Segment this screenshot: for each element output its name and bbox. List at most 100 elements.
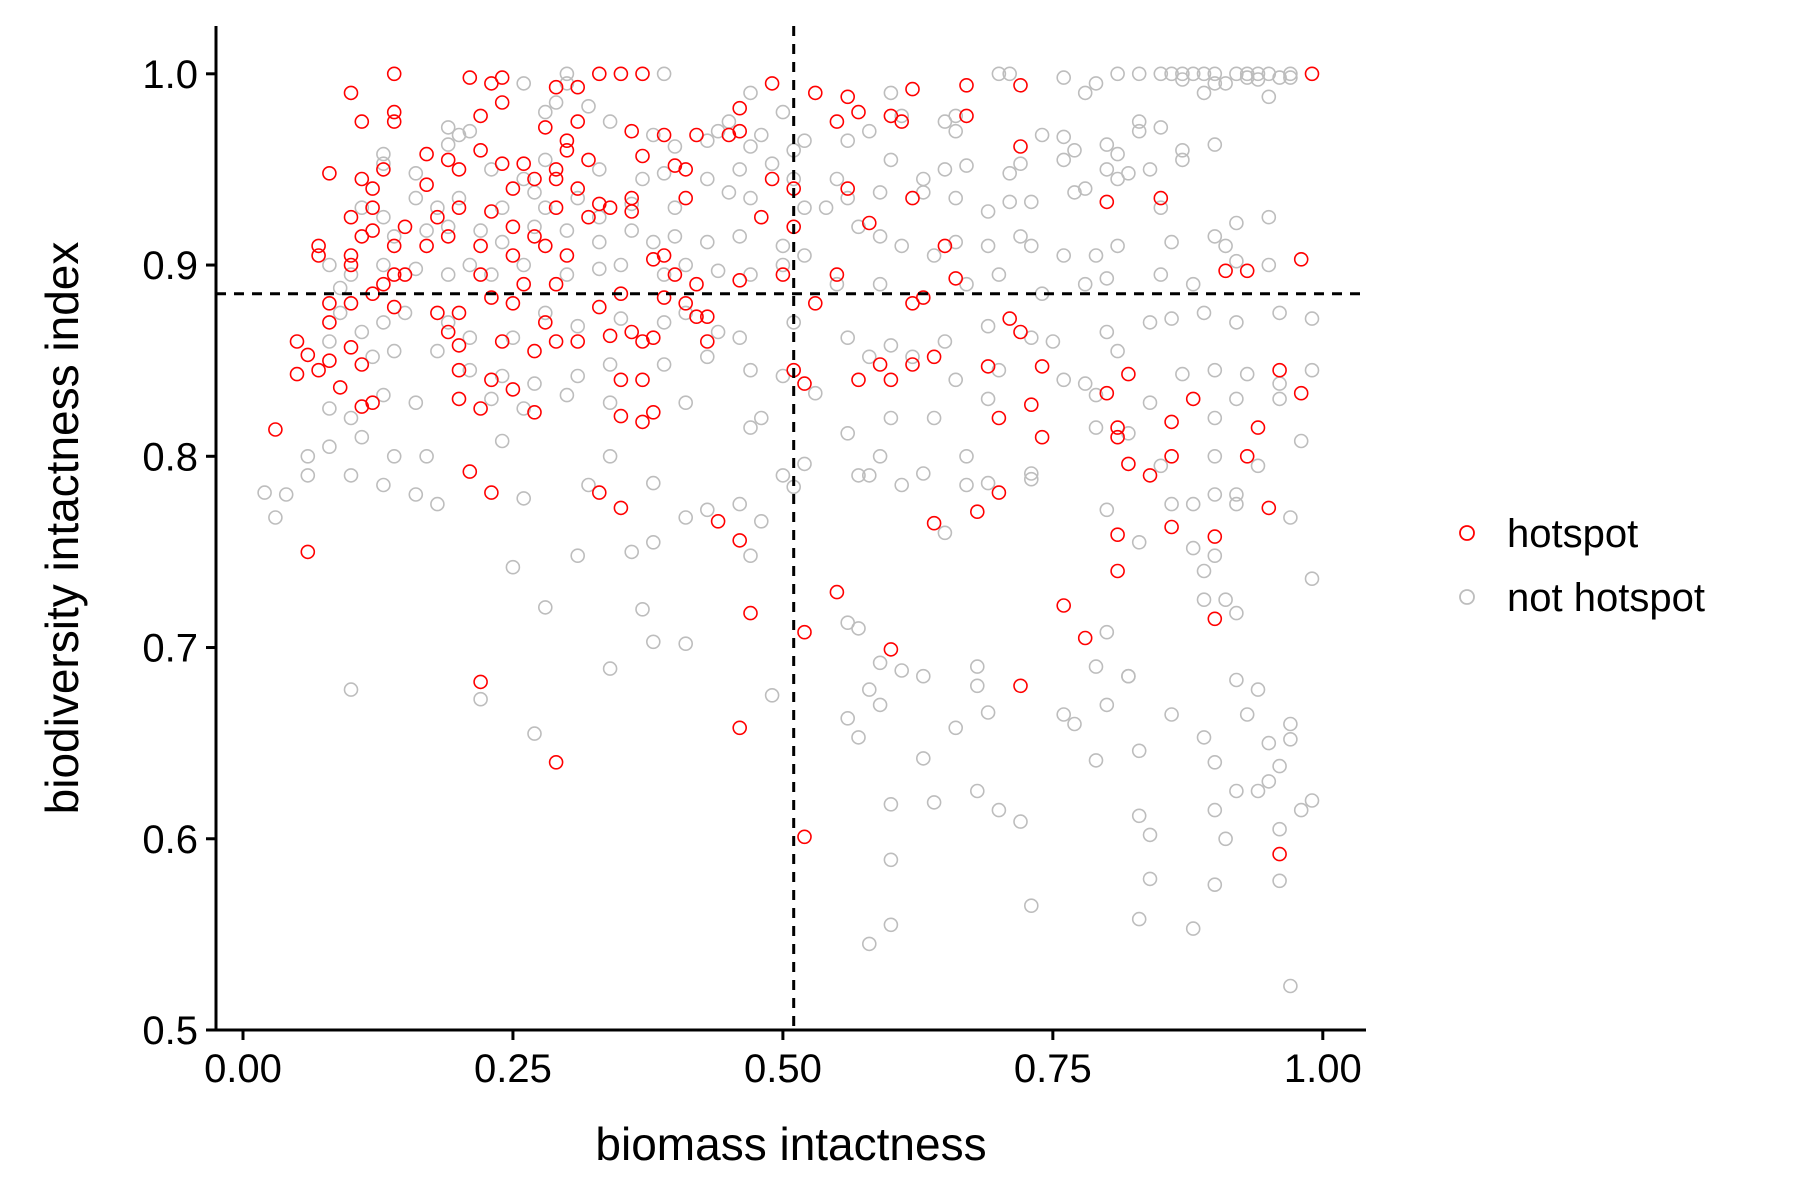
not-hotspot-point: [1002, 66, 1018, 82]
hotspot-point: [591, 196, 607, 212]
y-tick-label: 0.6: [142, 818, 198, 862]
hotspot-point: [797, 376, 812, 391]
not-hotspot-point: [829, 171, 845, 187]
hotspot-point: [1110, 429, 1125, 445]
hotspot-point: [926, 515, 942, 531]
not-hotspot-point: [1121, 166, 1136, 181]
not-hotspot-point: [602, 395, 618, 411]
hotspot-point: [365, 223, 380, 238]
not-hotspot-point: [1185, 540, 1201, 556]
not-hotspot-point: [1229, 215, 1244, 231]
not-hotspot-point: [602, 357, 618, 372]
not-hotspot-point: [1175, 66, 1190, 82]
hotspot-point: [613, 372, 629, 388]
hotspot-point: [1099, 194, 1115, 210]
hotspot-point: [505, 219, 521, 235]
hotspot-point: [430, 305, 445, 321]
hotspot-point: [343, 85, 359, 101]
hotspot-point: [1272, 362, 1287, 378]
hotspot-point: [656, 290, 672, 305]
not-hotspot-point: [872, 229, 888, 244]
legend-label-hotspot: hotspot: [1507, 512, 1638, 556]
x-tick-label: 0.00: [204, 1047, 282, 1091]
hotspot-point: [905, 190, 920, 206]
not-hotspot-point: [851, 621, 866, 636]
not-hotspot-point: [1088, 420, 1104, 435]
not-hotspot-point: [678, 510, 694, 525]
hotspot-point: [689, 276, 704, 292]
hotspot-point: [905, 81, 920, 97]
not-hotspot-point: [1056, 152, 1071, 168]
not-hotspot-point: [959, 477, 974, 493]
hotspot-point: [527, 343, 542, 359]
hotspot-point: [635, 148, 650, 164]
hotspot-point: [829, 584, 845, 600]
not-hotspot-point: [1196, 66, 1212, 82]
hotspot-point: [635, 66, 650, 82]
not-hotspot-point: [591, 261, 607, 277]
hotspot-point: [354, 114, 370, 129]
not-hotspot-point: [667, 200, 683, 215]
hotspot-point: [376, 276, 391, 292]
hotspot-point: [300, 347, 316, 363]
not-hotspot-point: [1088, 387, 1104, 403]
hotspot-point: [537, 238, 553, 254]
hotspot-point: [1250, 420, 1266, 435]
not-hotspot-point: [484, 267, 499, 282]
not-hotspot-point: [699, 502, 715, 518]
not-hotspot-point: [699, 171, 715, 187]
hotspot-point: [548, 200, 564, 215]
not-hotspot-point: [354, 200, 370, 215]
not-hotspot-point: [699, 349, 715, 365]
not-hotspot-point: [948, 372, 964, 388]
not-hotspot-point: [1110, 343, 1125, 359]
not-hotspot-point: [1024, 471, 1039, 487]
not-hotspot-point: [1142, 871, 1158, 887]
hotspot-point: [905, 357, 920, 372]
hotspot-point: [451, 162, 467, 177]
not-hotspot-point: [516, 257, 532, 273]
not-hotspot-point: [1261, 89, 1277, 105]
not-hotspot-point: [527, 185, 542, 200]
hotspot-point: [527, 404, 542, 420]
hotspot-point: [440, 152, 456, 168]
hotspot-point: [613, 66, 629, 82]
not-hotspot-point: [1283, 70, 1298, 85]
hotspot-point: [1164, 519, 1179, 535]
not-hotspot-point: [861, 349, 877, 365]
not-hotspot-point: [1056, 129, 1071, 145]
hotspot-point: [494, 156, 510, 171]
not-hotspot-point: [764, 687, 780, 703]
x-tick-label: 0.25: [474, 1047, 552, 1091]
hotspot-point: [559, 143, 575, 158]
not-hotspot-point: [818, 200, 834, 215]
not-hotspot-point: [1239, 707, 1255, 722]
hotspot-point: [268, 422, 283, 437]
hotspot-point: [645, 404, 661, 420]
hotspot-point: [851, 372, 866, 388]
not-hotspot-point: [797, 133, 812, 148]
hotspot-point: [1239, 263, 1255, 279]
not-hotspot-point: [775, 468, 791, 483]
not-hotspot-point: [408, 487, 424, 502]
not-hotspot-point: [559, 387, 575, 403]
hotspot-point: [311, 248, 326, 263]
not-hotspot-point: [656, 315, 672, 330]
not-hotspot-point: [1056, 248, 1071, 263]
hotspot-point: [883, 642, 899, 657]
not-hotspot-point: [581, 477, 596, 493]
hotspot-point: [624, 324, 640, 340]
not-hotspot-point: [1131, 66, 1147, 82]
hotspot-point: [1110, 527, 1125, 543]
not-hotspot-point: [1229, 315, 1244, 330]
not-hotspot-point: [1272, 376, 1287, 391]
hotspot-point: [386, 238, 402, 254]
not-hotspot-point: [861, 682, 877, 697]
hotspot-point: [1013, 324, 1028, 340]
hotspot-point: [883, 372, 899, 388]
y-tick-label: 0.7: [142, 627, 198, 671]
not-hotspot-point: [570, 318, 586, 334]
hotspot-point: [624, 123, 640, 139]
not-hotspot-point: [354, 324, 370, 340]
